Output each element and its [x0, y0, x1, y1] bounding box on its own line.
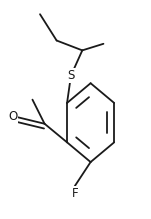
Text: F: F [71, 187, 78, 200]
Text: S: S [67, 69, 75, 82]
Text: O: O [8, 110, 18, 123]
